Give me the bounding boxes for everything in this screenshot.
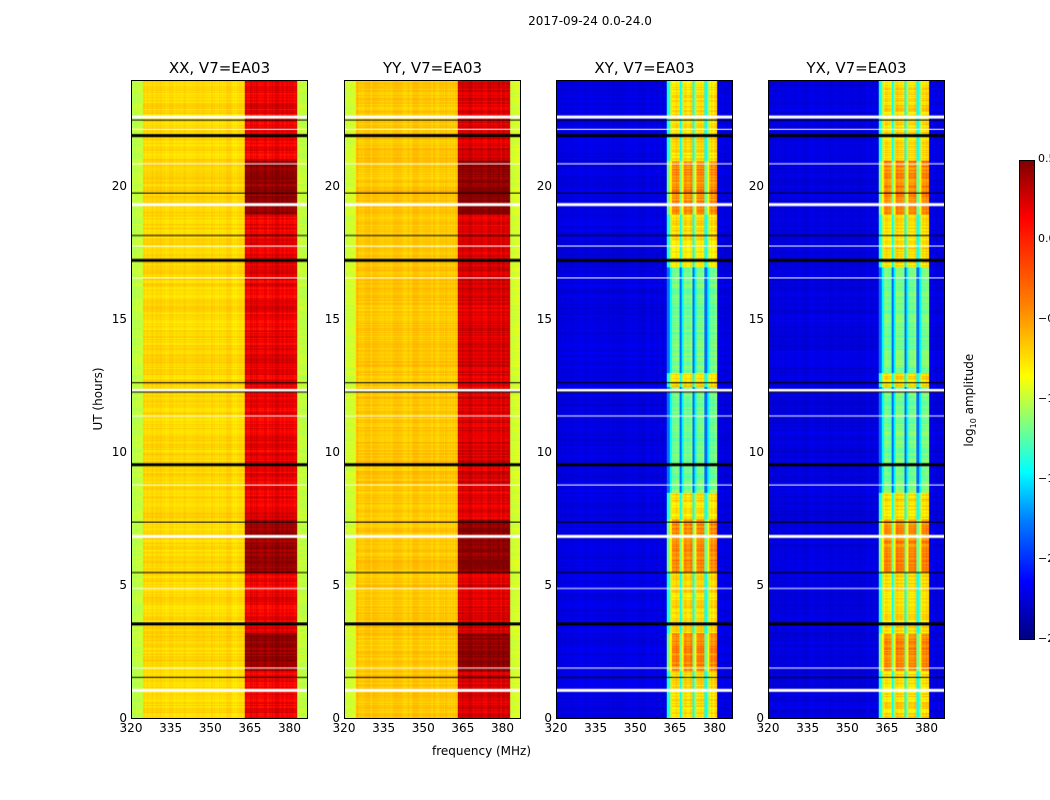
y-tick-label: 20 <box>111 178 127 193</box>
x-tick-label: 350 <box>623 721 647 735</box>
x-tick-label: 320 <box>119 721 143 735</box>
x-tick-label: 350 <box>411 721 435 735</box>
x-tick-label: 335 <box>372 721 396 735</box>
y-tick-label: 10 <box>536 444 552 459</box>
x-tick-label: 320 <box>756 721 780 735</box>
y-tick-label: 0 <box>544 711 552 725</box>
heatmap-image <box>132 81 307 718</box>
figure-title: 2017-09-24 0.0-24.0 <box>528 14 652 28</box>
panel-title: YY, V7=EA03 <box>382 59 483 77</box>
heatmap-image <box>345 81 520 718</box>
colorbar-tick-label: −0.5 <box>1038 312 1050 325</box>
colorbar-tick-label: −1.0 <box>1038 392 1050 405</box>
y-tick-label: 0 <box>119 711 127 725</box>
heatmap-panel-yy <box>344 80 521 719</box>
heatmap-panel-xx <box>131 80 308 719</box>
y-tick-label: 15 <box>748 311 764 326</box>
y-tick-label: 0 <box>332 711 340 725</box>
x-tick-label: 365 <box>875 721 899 735</box>
x-tick-label: 320 <box>544 721 568 735</box>
x-axis-label: frequency (MHz) <box>432 744 532 758</box>
y-tick-label: 20 <box>748 178 764 193</box>
y-tick-label: 5 <box>544 577 552 592</box>
y-tick-label: 15 <box>536 311 552 326</box>
y-axis-label: UT (hours) <box>91 367 105 431</box>
x-tick-label: 365 <box>238 721 262 735</box>
y-tick-label: 20 <box>536 178 552 193</box>
y-tick-label: 15 <box>324 311 340 326</box>
y-tick-label: 20 <box>324 178 340 193</box>
y-tick-label: 10 <box>324 444 340 459</box>
colorbar-label: log10 amplitude <box>961 353 979 447</box>
x-tick-label: 335 <box>584 721 608 735</box>
x-tick-label: 350 <box>198 721 222 735</box>
x-tick-label: 365 <box>451 721 475 735</box>
heatmap-panel-xy <box>556 80 733 719</box>
x-tick-label: 380 <box>703 721 726 735</box>
heatmap-image <box>557 81 732 718</box>
x-tick-label: 380 <box>915 721 938 735</box>
x-tick-label: 365 <box>663 721 687 735</box>
y-tick-label: 5 <box>119 577 127 592</box>
y-tick-label: 0 <box>756 711 764 725</box>
y-tick-label: 5 <box>332 577 340 592</box>
colorbar-tick-label: −2.5 <box>1038 632 1050 645</box>
x-tick-label: 335 <box>159 721 183 735</box>
y-tick-label: 10 <box>748 444 764 459</box>
heatmap-image <box>769 81 944 718</box>
x-tick-label: 350 <box>835 721 859 735</box>
x-tick-label: 320 <box>332 721 356 735</box>
y-tick-label: 10 <box>111 444 127 459</box>
heatmap-panel-yx <box>768 80 945 719</box>
colorbar-tick-label: 0.5 <box>1038 152 1050 165</box>
y-tick-label: 5 <box>756 577 764 592</box>
panel-title: XY, V7=EA03 <box>594 59 695 77</box>
x-tick-label: 335 <box>796 721 820 735</box>
colorbar <box>1019 160 1035 640</box>
colorbar-tick-label: −2.0 <box>1038 552 1050 565</box>
x-tick-label: 380 <box>491 721 514 735</box>
panel-title: YX, V7=EA03 <box>806 59 907 77</box>
colorbar-tick-label: −1.5 <box>1038 472 1050 485</box>
y-tick-label: 15 <box>111 311 127 326</box>
colorbar-tick-label: 0.0 <box>1038 232 1050 245</box>
panel-title: XX, V7=EA03 <box>168 59 271 77</box>
x-tick-label: 380 <box>278 721 301 735</box>
